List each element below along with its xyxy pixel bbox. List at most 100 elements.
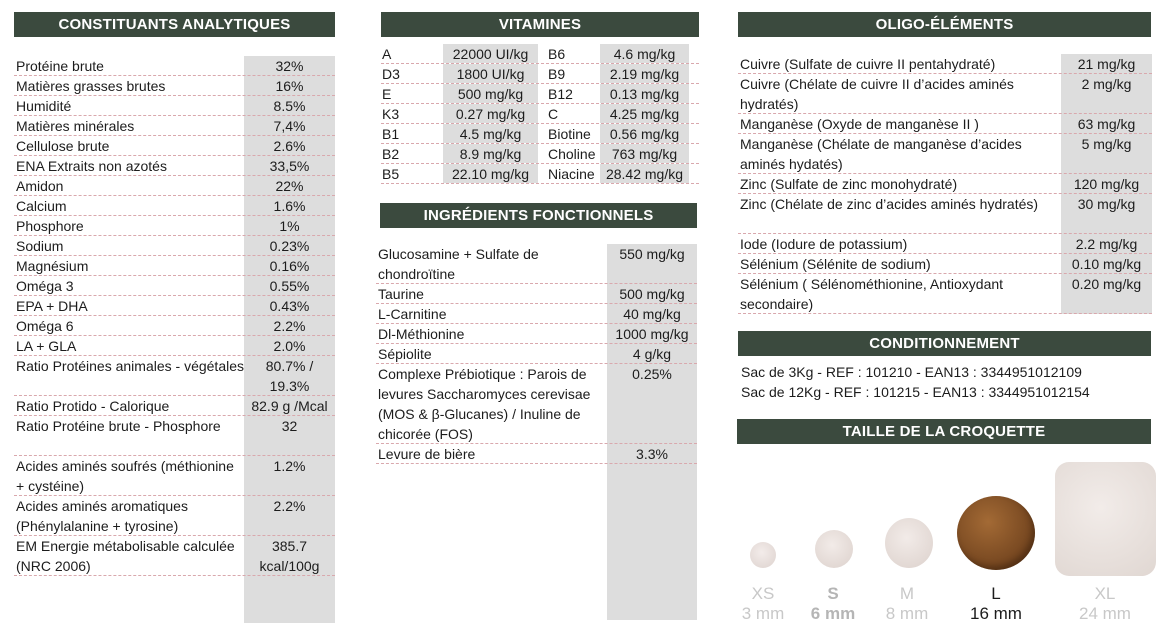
vitamin-value: 763 mg/kg [600, 144, 689, 163]
row-label: Sélénium (Sélénite de sodium) [740, 256, 931, 272]
vitamin-value: 0.27 mg/kg [443, 104, 538, 123]
row-label: ENA Extraits non azotés [16, 158, 167, 174]
table-row: L-Carnitine 40 mg/kg [376, 304, 697, 324]
packaging-header: CONDITIONNEMENT [738, 331, 1151, 356]
row-value: 63 mg/kg [1077, 116, 1136, 132]
row-value: 22% [275, 178, 304, 194]
table-row: EM Energie métabolisable calculée (NRC 2… [14, 536, 335, 576]
row-value: 33,5% [269, 158, 310, 174]
table-row: Cuivre (Chélate de cuivre II d’acides am… [738, 74, 1152, 114]
kibble-size-code: S [827, 584, 839, 603]
row-label: Acides aminés aromatiques (Phénylalanine… [16, 498, 188, 534]
row-label: Matières minérales [16, 118, 135, 134]
table-row: Phosphore 1% [14, 216, 335, 236]
row-label: Calcium [16, 198, 67, 214]
row-label: LA + GLA [16, 338, 77, 354]
row-value: 1.6% [273, 198, 306, 214]
table-row: Manganèse (Chélate de manganèse d’acides… [738, 134, 1152, 174]
kibble-size-code: XL [1094, 584, 1116, 603]
row-label: Ratio Protéine brute - Phosphore [16, 418, 221, 434]
kibble-size-mm: 24 mm [1079, 604, 1131, 623]
row-label: Manganèse (Chélate de manganèse d’acides… [740, 136, 1022, 172]
table-row: Matières minérales 7,4% [14, 116, 335, 136]
row-value: 8.5% [273, 98, 306, 114]
table-row: LA + GLA 2.0% [14, 336, 335, 356]
row-value: 0.16% [269, 258, 310, 274]
row-label: Matières grasses brutes [16, 78, 166, 94]
row-label: Humidité [16, 98, 72, 114]
vitamin-value: 22.10 mg/kg [443, 164, 538, 183]
vitamin-value: 4.5 mg/kg [443, 124, 538, 143]
row-label: Oméga 3 [16, 278, 74, 294]
row-value: 550 mg/kg [619, 246, 685, 262]
table-row: EPA + DHA 0.43% [14, 296, 335, 316]
table-row: D3 1800 UI/kg B9 2.19 mg/kg [381, 64, 699, 84]
table-row: Calcium 1.6% [14, 196, 335, 216]
row-value: 30 mg/kg [1077, 196, 1136, 212]
vitamin-name: K3 [382, 106, 400, 122]
row-value: 0.23% [269, 238, 310, 254]
vitamin-name: B12 [548, 86, 573, 102]
table-row: Oméga 3 0.55% [14, 276, 335, 296]
row-value: 3.3% [636, 446, 668, 462]
kibble-xs-image [750, 542, 776, 568]
table-row: Magnésium 0.16% [14, 256, 335, 276]
row-label: EM Energie métabolisable calculée (NRC 2… [16, 538, 235, 574]
vitamin-name: Biotine [548, 126, 591, 142]
row-value: 2.2% [273, 498, 306, 514]
row-value: 21 mg/kg [1077, 56, 1136, 72]
kibble-size-mm: 3 mm [741, 604, 785, 623]
row-value: 2 mg/kg [1081, 76, 1132, 92]
vitamin-name: E [382, 86, 392, 102]
table-row: Zinc (Chélate de zinc d’acides aminés hy… [738, 194, 1152, 234]
table-row: A 22000 UI/kg B6 4.6 mg/kg [381, 44, 699, 64]
row-label: Protéine brute [16, 58, 104, 74]
row-value: 0.20 mg/kg [1071, 276, 1142, 292]
row-value: 385.7 kcal/100g [259, 538, 320, 574]
vitamin-name: Niacine [548, 166, 595, 182]
row-value: 0.43% [269, 298, 310, 314]
vitamin-value: 4.6 mg/kg [600, 44, 689, 63]
row-value: 4 g/kg [632, 346, 672, 362]
vitamin-value: 1800 UI/kg [443, 64, 538, 83]
row-label: Levure de bière [378, 446, 476, 462]
table-row: Cuivre (Sulfate de cuivre II pentahydrat… [738, 54, 1152, 74]
kibble-size-mm-selected: 16 mm [970, 604, 1022, 623]
vitamin-name: C [548, 106, 559, 122]
row-label: Oméga 6 [16, 318, 74, 334]
vitamin-value: 8.9 mg/kg [443, 144, 538, 163]
row-value: 5 mg/kg [1081, 136, 1132, 152]
kibble-l-image [957, 496, 1035, 570]
vitamin-value: 22000 UI/kg [443, 44, 538, 63]
row-label: Ratio Protido - Calorique [16, 398, 170, 414]
table-row: B2 8.9 mg/kg Choline 763 mg/kg [381, 144, 699, 164]
packaging-line: Sac de 12Kg - REF : 101215 - EAN13 : 334… [741, 384, 1090, 400]
row-value: 1% [279, 218, 300, 234]
analytic-header: CONSTITUANTS ANALYTIQUES [14, 12, 335, 37]
row-value: 0.55% [269, 278, 310, 294]
kibble-size-code-selected: L [991, 584, 1001, 603]
table-row: Oméga 6 2.2% [14, 316, 335, 336]
row-label: L-Carnitine [378, 306, 447, 322]
table-row: Sépiolite 4 g/kg [376, 344, 697, 364]
row-label: Cellulose brute [16, 138, 110, 154]
row-label: Amidon [16, 178, 64, 194]
row-value: 0.10 mg/kg [1071, 256, 1142, 272]
row-label: Cuivre (Sulfate de cuivre II pentahydrat… [740, 56, 996, 72]
kibble-size-mm: 6 mm [810, 604, 856, 623]
vitamin-value: 28.42 mg/kg [600, 164, 689, 183]
row-label: Acides aminés soufrés (méthionine + cyst… [16, 458, 234, 494]
row-value: 2.6% [273, 138, 306, 154]
row-value: 7,4% [273, 118, 306, 134]
kibble-s-image [815, 530, 853, 568]
table-row: K3 0.27 mg/kg C 4.25 mg/kg [381, 104, 699, 124]
row-value: 82.9 g /Mcal [251, 398, 328, 414]
row-label: Complexe Prébiotique : Parois de levures… [378, 366, 591, 442]
row-value: 32 [281, 418, 298, 434]
table-row: Iode (Iodure de potassium) 2.2 mg/kg [738, 234, 1152, 254]
table-row: Sodium 0.23% [14, 236, 335, 256]
kibble-header: TAILLE DE LA CROQUETTE [737, 419, 1151, 444]
kibble-m-image [885, 518, 933, 568]
functional-value-column [607, 244, 697, 620]
row-label: Sodium [16, 238, 64, 254]
